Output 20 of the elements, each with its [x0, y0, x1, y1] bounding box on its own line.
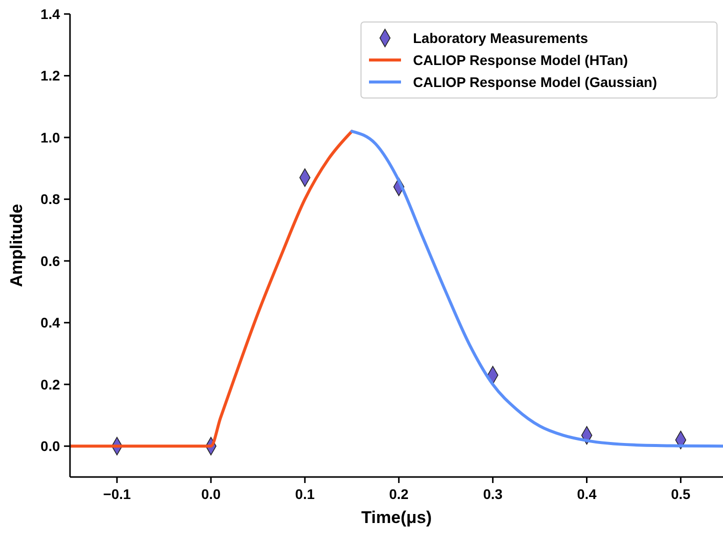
y-axis-title: Amplitude	[7, 204, 26, 288]
x-tick-label: −0.1	[103, 486, 132, 502]
y-tick-label: 0.4	[40, 314, 60, 331]
x-tick-label: 0.5	[670, 486, 691, 502]
y-tick-label: 0.6	[40, 252, 60, 269]
x-tick-label: 0.0	[201, 486, 221, 502]
legend-label: CALIOP Response Model (HTan)	[413, 52, 628, 68]
x-tick-label: 0.3	[483, 486, 503, 502]
y-tick-label: 0.0	[40, 438, 60, 454]
legend-label: CALIOP Response Model (Gaussian)	[413, 74, 658, 90]
y-tick-label: 0.2	[40, 376, 60, 392]
x-axis-title: Time(μs)	[361, 508, 432, 527]
y-tick-label: 1.0	[40, 129, 60, 146]
y-tick-label: 0.8	[40, 191, 60, 208]
y-tick-label: 1.2	[40, 68, 60, 84]
x-tick-label: 0.2	[389, 486, 409, 502]
x-tick-label: 0.1	[295, 486, 315, 502]
legend-label: Laboratory Measurements	[413, 30, 588, 46]
x-tick-label: 0.4	[577, 486, 597, 502]
y-tick-label: 1.4	[40, 6, 60, 22]
